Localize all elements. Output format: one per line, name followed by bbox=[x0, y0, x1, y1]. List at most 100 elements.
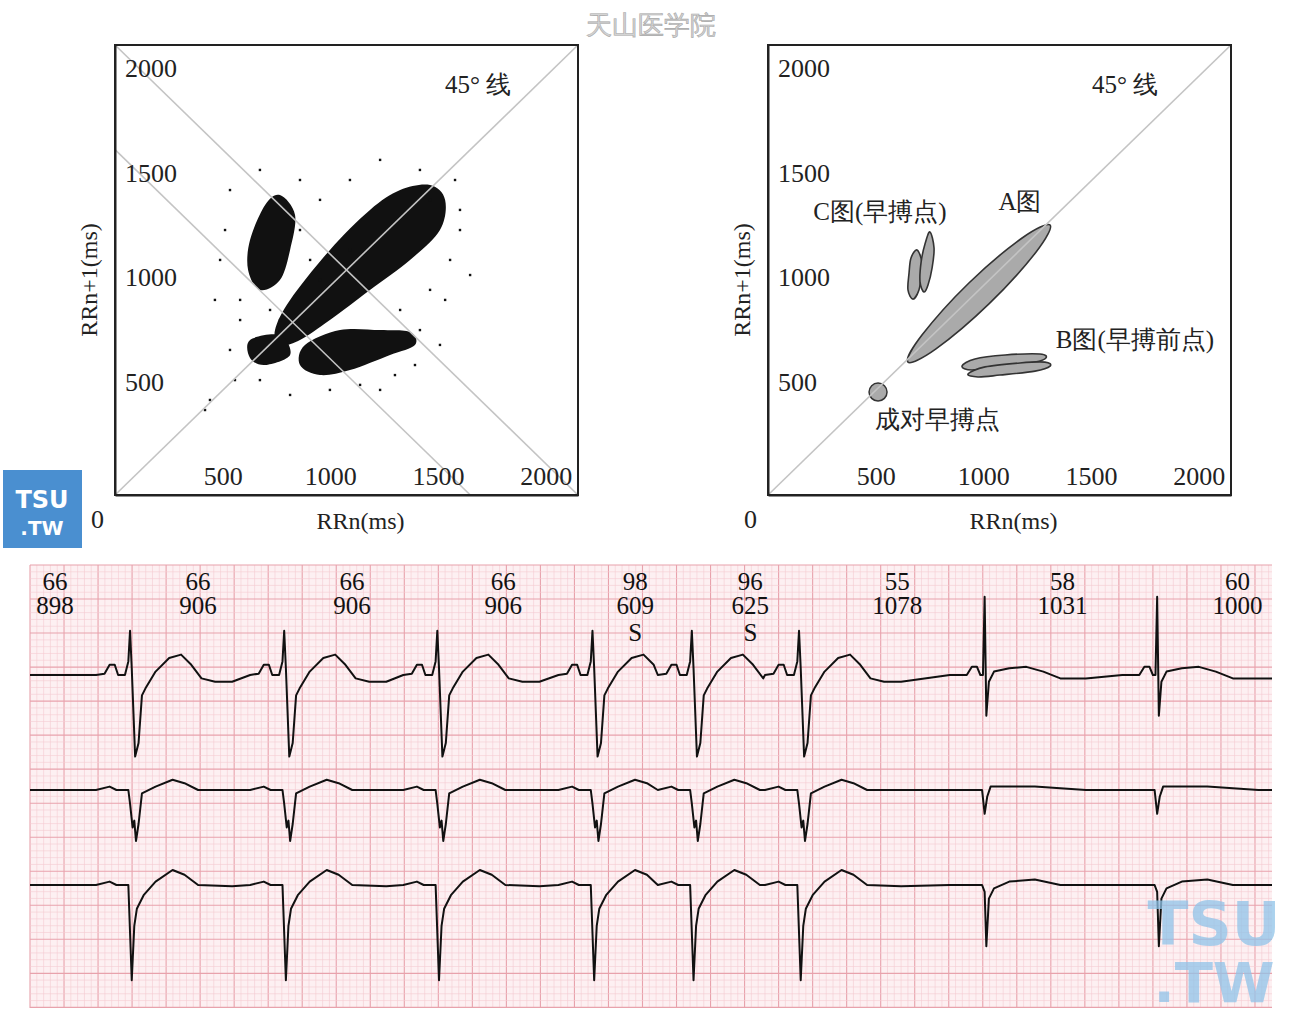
scatter-point bbox=[289, 394, 291, 396]
grid-line-v bbox=[479, 565, 480, 1008]
grid-line-v bbox=[792, 565, 793, 1008]
grid-line-v bbox=[240, 565, 241, 1008]
grid-line-v bbox=[322, 565, 323, 1008]
grid-line-v bbox=[1125, 565, 1126, 1008]
grid-line-v bbox=[363, 565, 364, 1008]
grid-line-h bbox=[30, 646, 1272, 647]
grid-line-v bbox=[676, 565, 677, 1008]
cluster-region bbox=[907, 224, 1050, 362]
grid-line-v bbox=[57, 565, 58, 1008]
grid-line-v bbox=[690, 565, 691, 1008]
grid-line-h bbox=[30, 966, 1272, 967]
grid-line-v bbox=[724, 565, 725, 1008]
grid-line-v bbox=[533, 565, 534, 1008]
grid-line-v bbox=[390, 565, 391, 1008]
heart-rate-label: 96 bbox=[738, 568, 763, 595]
y-tick-label: 1000 bbox=[125, 263, 177, 292]
grid-line-v bbox=[519, 565, 520, 1008]
grid-line-h bbox=[30, 578, 1272, 579]
grid-line-v bbox=[894, 565, 895, 1008]
x-tick-label: 0 bbox=[744, 505, 757, 534]
grid-line-v bbox=[696, 565, 697, 1008]
y-tick: 500 bbox=[115, 368, 164, 397]
grid-line-v bbox=[1118, 565, 1119, 1008]
x-tick: 2000 bbox=[520, 462, 572, 495]
grid-line-v bbox=[771, 565, 772, 1008]
grid-line-h bbox=[30, 891, 1272, 892]
grid-line-v bbox=[179, 565, 180, 1008]
grid-line-v bbox=[254, 565, 255, 1008]
grid-line-v bbox=[615, 565, 616, 1008]
grid-line-v bbox=[656, 565, 657, 1008]
grid-line-v bbox=[608, 565, 609, 1008]
grid-line-v bbox=[118, 565, 119, 1008]
grid-line-h bbox=[30, 837, 1272, 838]
x-tick-label: 500 bbox=[204, 462, 243, 491]
grid-line-v bbox=[166, 565, 167, 1008]
rr-interval-label: 898 bbox=[36, 592, 74, 619]
scatter-point bbox=[309, 259, 311, 261]
grid-line-v bbox=[186, 565, 187, 1008]
x-tick: 1000 bbox=[958, 462, 1010, 495]
grid-line-v bbox=[84, 565, 85, 1008]
grid-line-v bbox=[213, 565, 214, 1008]
grid-line-v bbox=[839, 565, 840, 1008]
grid-line-v bbox=[812, 565, 813, 1008]
grid-line-v bbox=[662, 565, 663, 1008]
scatter-point bbox=[224, 229, 226, 231]
grid-line-h bbox=[30, 986, 1272, 987]
annotation: C图(早搏点) bbox=[813, 198, 946, 226]
scatter-point bbox=[429, 289, 431, 291]
grid-line-v bbox=[1112, 565, 1113, 1008]
grid-line-v bbox=[336, 565, 337, 1008]
grid-line-h bbox=[30, 980, 1272, 981]
heart-rate-label: 55 bbox=[885, 568, 910, 595]
grid-line-v bbox=[710, 565, 711, 1008]
y-tick: 2000 bbox=[768, 54, 830, 83]
grid-line-h bbox=[30, 714, 1272, 715]
grid-line-h bbox=[30, 946, 1272, 947]
ecg-grid bbox=[30, 565, 1272, 1008]
grid-line-v bbox=[969, 565, 970, 1008]
reference-line bbox=[768, 45, 1231, 495]
x-tick-label: 2000 bbox=[520, 462, 572, 491]
scatter-point bbox=[239, 319, 241, 321]
x-axis-line bbox=[769, 495, 1232, 497]
cluster-region bbox=[247, 195, 295, 291]
y-tick-label: 1000 bbox=[778, 263, 830, 292]
grid-line-h bbox=[30, 741, 1272, 742]
y-axis-line bbox=[768, 46, 770, 496]
grid-line-h bbox=[30, 782, 1272, 783]
y-tick: 1500 bbox=[115, 159, 177, 188]
scatter-point bbox=[259, 169, 261, 171]
grid-line-v bbox=[506, 565, 507, 1008]
grid-line-h bbox=[30, 939, 1272, 940]
x-tick: 0 bbox=[744, 495, 769, 534]
grid-line-v bbox=[383, 565, 384, 1008]
x-axis: 0500100015002000 bbox=[744, 462, 1232, 534]
grid-line-v bbox=[172, 565, 173, 1008]
grid-line-h bbox=[30, 850, 1272, 851]
ecg-lead bbox=[30, 870, 1272, 980]
grid-line-v bbox=[356, 565, 357, 1008]
logo-box bbox=[3, 470, 82, 548]
watermark-title: 天山医学院 bbox=[586, 11, 716, 40]
plot-area bbox=[768, 45, 1231, 495]
grid-line-v bbox=[458, 565, 459, 1008]
scatter-point bbox=[449, 259, 451, 261]
x-tick-label: 2000 bbox=[1173, 462, 1225, 491]
grid-line-h bbox=[30, 973, 1272, 974]
grid-line-v bbox=[274, 565, 275, 1008]
grid-line-v bbox=[867, 565, 868, 1008]
grid-line-v bbox=[928, 565, 929, 1008]
grid-line-v bbox=[472, 565, 473, 1008]
annotation: 45° 线 bbox=[445, 71, 511, 98]
grid-line-v bbox=[445, 565, 446, 1008]
grid-line-v bbox=[1078, 565, 1079, 1008]
x-tick-label: 1500 bbox=[413, 462, 465, 491]
rr-interval-label: 1000 bbox=[1212, 592, 1262, 619]
grid-line-h bbox=[30, 898, 1272, 899]
grid-line-v bbox=[730, 565, 731, 1008]
grid-line-h bbox=[30, 857, 1272, 858]
grid-line-h bbox=[30, 816, 1272, 817]
